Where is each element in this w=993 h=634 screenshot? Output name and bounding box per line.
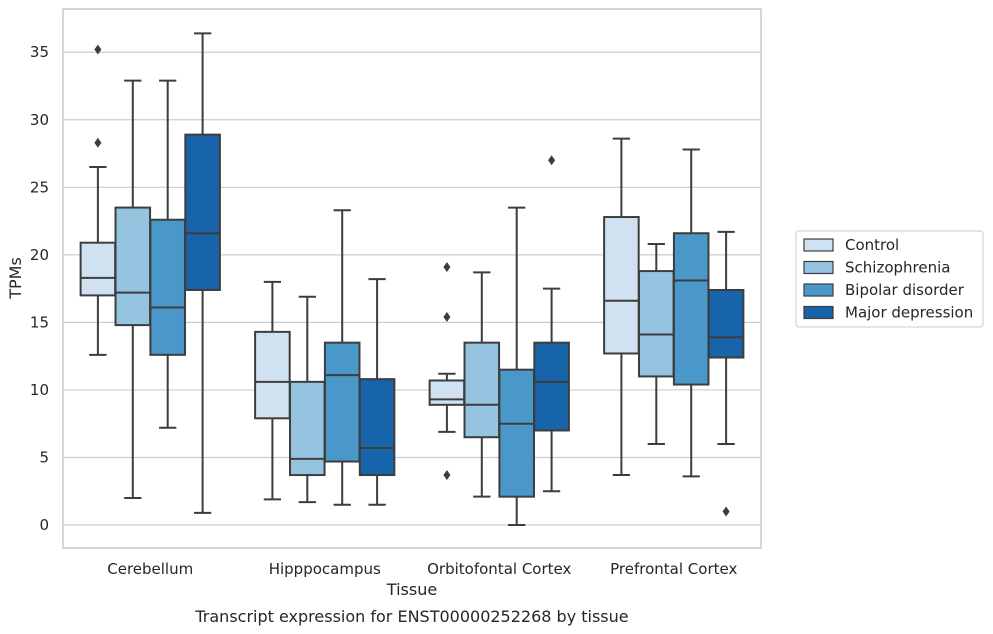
legend-swatch [803,305,834,320]
box [603,216,640,355]
outlier-point [94,44,102,55]
box [289,380,326,477]
outlier-point [443,262,451,273]
box [707,288,745,359]
chart-caption: Transcript expression for ENST0000025226… [194,607,628,626]
box-plot [254,280,291,501]
y-axis-label: TPMs [6,257,25,300]
box [463,341,501,439]
x-tick-label: Prefrontal Cortex [610,560,737,578]
legend-label: Schizophrenia [845,259,950,277]
box [672,232,710,386]
y-tick-label: 35 [30,43,49,61]
box-plot [289,295,326,504]
box-plot [358,278,396,506]
y-tick-label: 0 [39,516,49,534]
outlier-point [548,155,556,166]
legend-swatch [803,283,834,297]
outlier-point [443,312,451,322]
box-plot [672,148,710,478]
series-schizophrenia [114,79,675,504]
box-plot [463,271,501,498]
box [79,241,117,297]
box [428,379,466,406]
box-plot [323,209,361,506]
box-plot [707,230,745,517]
y-tick-label: 5 [39,448,49,466]
legend-item: Control [803,236,899,254]
legend: Control Schizophrenia Bipolar disorder Majo… [795,230,984,328]
outlier-point [443,470,451,481]
y-tick-label: 25 [30,178,49,196]
y-tick-label: 10 [30,381,49,399]
box [323,341,361,463]
box-plot [79,44,117,356]
legend-label: Control [845,236,899,254]
legend-swatch [803,260,834,275]
box [498,368,535,498]
legend-item: Bipolar disorder [803,281,965,299]
x-axis-ticks: Cerebellum Hipppocampus Orbitofontal Corte… [107,560,737,578]
y-tick-label: 30 [30,111,49,129]
legend-swatch [803,238,834,252]
series-major-depression [184,32,745,517]
box-plot [114,79,152,500]
y-tick-label: 20 [30,246,49,264]
outlier-point [94,137,102,148]
box [358,378,396,477]
legend-label: Major depression [845,304,973,322]
box [184,133,221,291]
series-bipolar-disorder [149,79,710,527]
legend-frame [795,230,984,328]
box-plot [428,262,466,481]
x-tick-label: Cerebellum [107,560,193,578]
plot-frame [62,8,762,549]
box [254,330,291,420]
box-plot [603,137,640,477]
outlier-point [722,506,730,517]
y-tick-label: 15 [30,313,49,331]
box-plot [498,206,535,527]
x-tick-label: Orbitofontal Cortex [427,560,571,578]
box [533,341,570,432]
box-plot [638,243,675,445]
legend-label: Bipolar disorder [845,281,965,299]
x-tick-label: Hipppocampus [269,560,381,578]
x-axis-label: Tissue [386,580,437,599]
box-plot [184,32,221,514]
box [149,218,186,356]
box-plot-series [79,32,745,527]
series-control [79,44,640,501]
box-plot [533,155,570,493]
legend-item: Schizophrenia [803,259,950,277]
legend-item: Major depression [803,304,973,322]
y-axis-ticks: 0 5 10 15 20 25 30 35 [30,43,49,534]
box [114,206,152,327]
box [638,270,675,378]
box-plot [149,79,186,429]
